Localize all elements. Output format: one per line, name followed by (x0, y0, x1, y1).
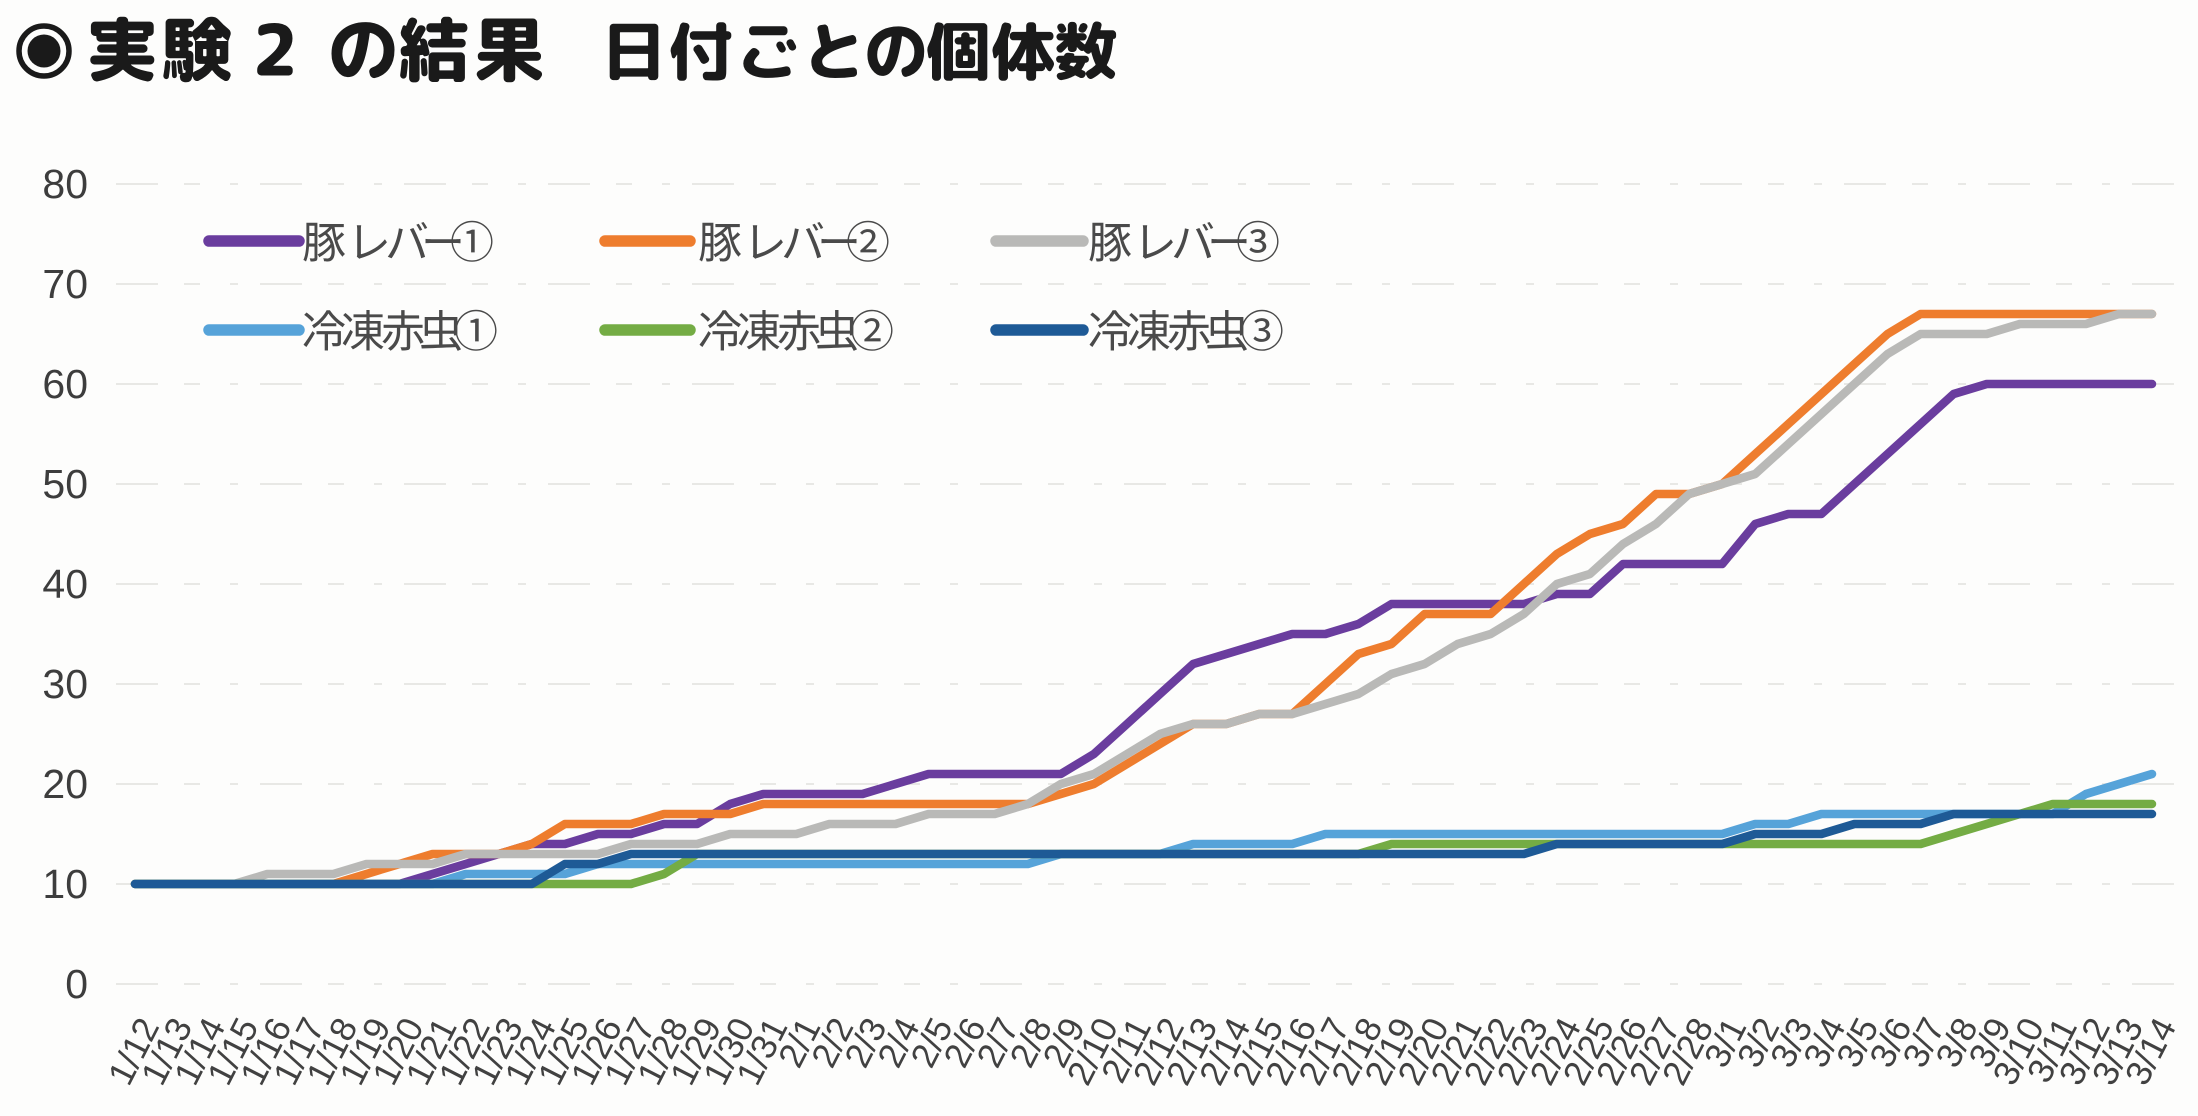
svg-text:80: 80 (42, 161, 88, 207)
svg-text:50: 50 (42, 461, 88, 507)
svg-text:30: 30 (42, 661, 88, 707)
svg-text:70: 70 (42, 261, 88, 307)
svg-text:60: 60 (42, 361, 88, 407)
svg-text:20: 20 (42, 761, 88, 807)
svg-text:10: 10 (42, 861, 88, 907)
svg-text:40: 40 (42, 561, 88, 607)
svg-text:0: 0 (65, 961, 88, 1007)
